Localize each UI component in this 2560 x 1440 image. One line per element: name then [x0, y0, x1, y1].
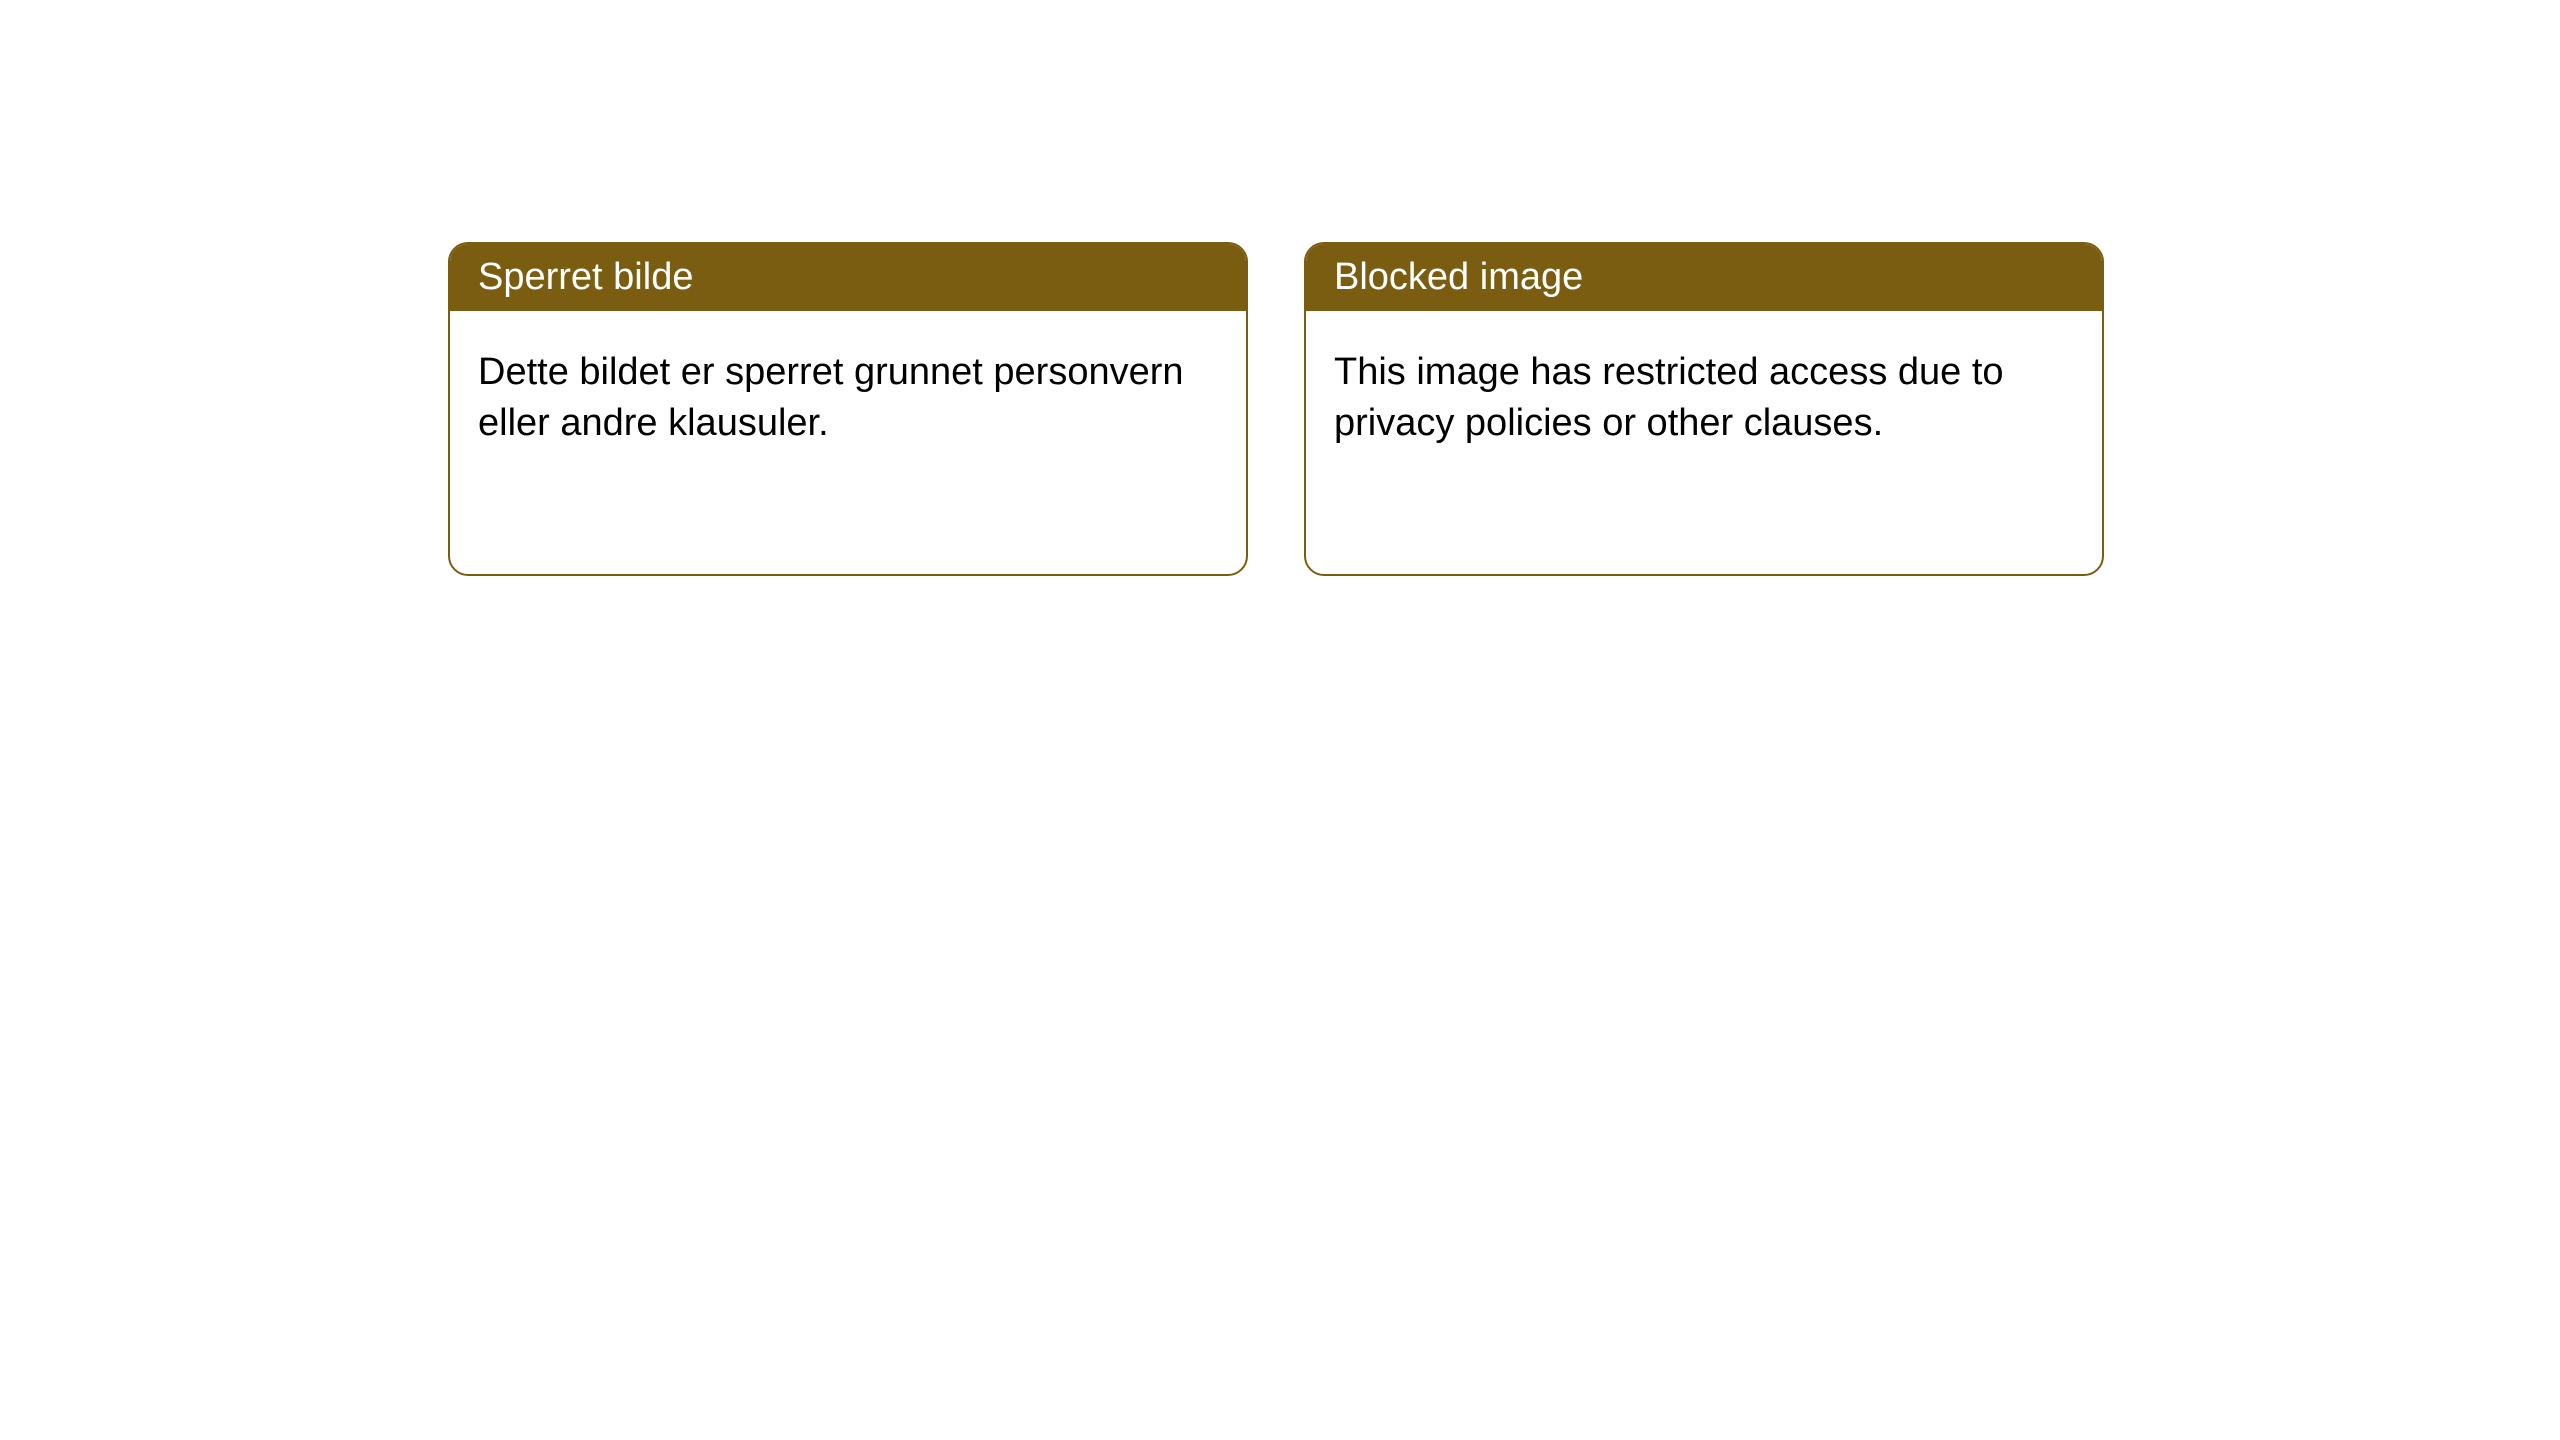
card-header: Blocked image: [1306, 244, 2102, 311]
card-title: Blocked image: [1334, 256, 1583, 298]
card-header: Sperret bilde: [450, 244, 1246, 311]
card-body: Dette bildet er sperret grunnet personve…: [450, 311, 1246, 486]
card-message: Dette bildet er sperret grunnet personve…: [478, 351, 1184, 444]
card-title: Sperret bilde: [478, 256, 693, 298]
blocked-image-card-en: Blocked image This image has restricted …: [1304, 242, 2104, 576]
card-message: This image has restricted access due to …: [1334, 351, 2004, 444]
notice-container: Sperret bilde Dette bildet er sperret gr…: [0, 0, 2560, 576]
blocked-image-card-no: Sperret bilde Dette bildet er sperret gr…: [448, 242, 1248, 576]
card-body: This image has restricted access due to …: [1306, 311, 2102, 486]
